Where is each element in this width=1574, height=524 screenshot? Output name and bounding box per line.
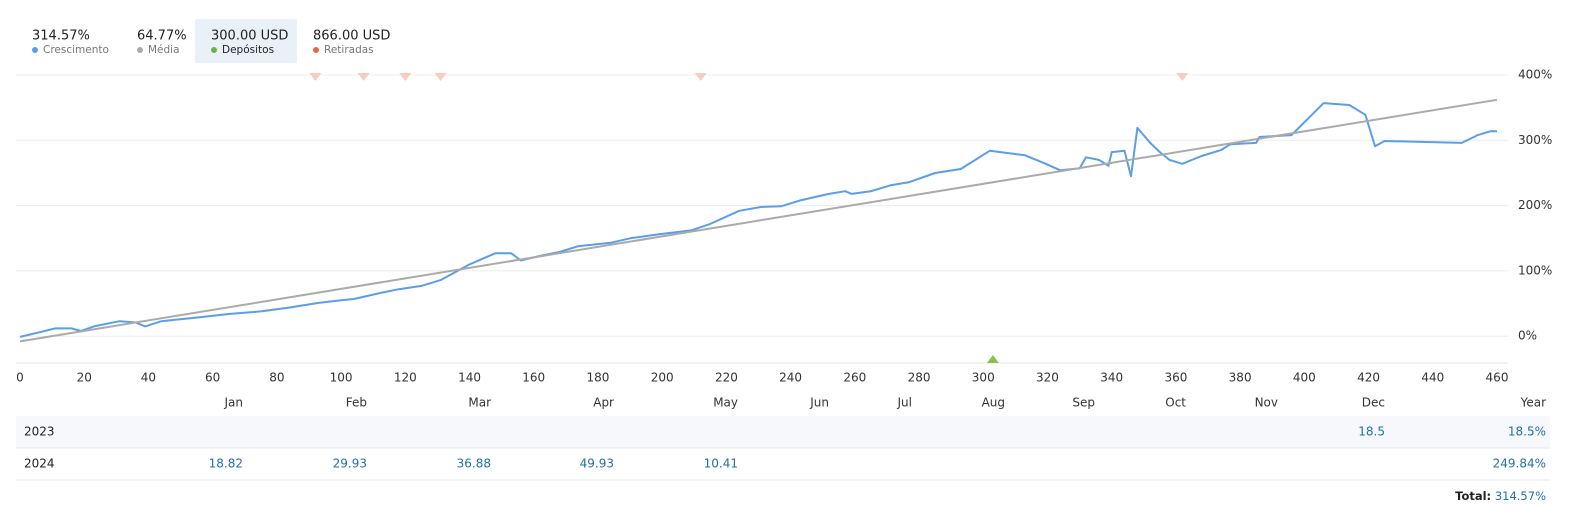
legend-name: Depósitos (222, 44, 274, 56)
y-tick-label: 100% (1518, 263, 1552, 277)
column-header: Aug (982, 396, 1005, 410)
withdrawal-marker (357, 73, 370, 81)
x-tick-label: 200 (651, 371, 674, 385)
column-header: Jul (897, 396, 912, 410)
x-tick-label: 300 (972, 371, 995, 385)
x-tick-label: 320 (1036, 371, 1059, 385)
x-tick-label: 280 (908, 371, 931, 385)
legend-name: Retiradas (324, 44, 374, 56)
cell-value: 249.84% (1493, 457, 1546, 471)
column-header: May (713, 396, 738, 410)
column-header: Jan (224, 396, 244, 410)
x-tick-label: 460 (1486, 371, 1509, 385)
column-header: Oct (1165, 396, 1186, 410)
legend-dot (137, 47, 143, 53)
legend-value: 300.00 USD (211, 29, 288, 44)
y-tick-label: 200% (1518, 198, 1552, 212)
legend-dot (211, 47, 217, 53)
legend-value: 64.77% (137, 29, 187, 44)
cell-value: 18.5 (1358, 425, 1385, 439)
row-label: 2024 (24, 457, 55, 471)
x-tick-label: 360 (1164, 371, 1187, 385)
legend-highlight (195, 19, 297, 63)
column-header: Nov (1255, 396, 1278, 410)
y-tick-label: 0% (1518, 329, 1537, 343)
cell-value: 18.82 (209, 457, 243, 471)
withdrawal-marker (1176, 73, 1189, 81)
y-tick-label: 400% (1518, 68, 1552, 82)
legend-dot (313, 47, 319, 53)
row-label: 2023 (24, 425, 55, 439)
column-header: Mar (468, 396, 491, 410)
column-header: Sep (1072, 396, 1095, 410)
line-series (19, 98, 1498, 343)
column-header: Dec (1362, 396, 1385, 410)
x-tick-label: 80 (269, 371, 284, 385)
withdrawal-marker (434, 73, 447, 81)
x-tick-label: 420 (1357, 371, 1380, 385)
x-tick-label: 20 (77, 371, 92, 385)
column-header: Year (1520, 396, 1546, 410)
x-tick-label: 440 (1421, 371, 1444, 385)
x-tick-label: 340 (1100, 371, 1123, 385)
x-tick-label: 260 (843, 371, 866, 385)
line-series (19, 102, 1497, 338)
x-tick-label: 0 (16, 371, 24, 385)
x-tick-label: 160 (522, 371, 545, 385)
deposit-marker (986, 355, 999, 363)
x-tick-label: 220 (715, 371, 738, 385)
cell-value: 49.93 (580, 457, 614, 471)
total-label: Total: (1455, 489, 1491, 503)
total: Total: 314.57% (1455, 489, 1546, 503)
cell-value: 29.93 (333, 457, 367, 471)
legend-dot (32, 47, 38, 53)
x-tick-label: 40 (141, 371, 156, 385)
column-header: Feb (346, 396, 367, 410)
legend-name: Crescimento (43, 44, 109, 56)
cell-value: 18.5% (1508, 425, 1546, 439)
x-tick-label: 120 (394, 371, 417, 385)
x-tick-label: 140 (458, 371, 481, 385)
legend-value: 866.00 USD (313, 29, 390, 44)
cell-value: 36.88 (457, 457, 491, 471)
x-tick-label: 240 (779, 371, 802, 385)
withdrawal-marker (694, 73, 707, 81)
withdrawal-marker (309, 73, 322, 81)
x-tick-label: 60 (205, 371, 220, 385)
x-tick-label: 180 (587, 371, 610, 385)
legend-name: Média (148, 44, 180, 56)
column-header: Jun (809, 396, 829, 410)
row-background (16, 416, 1550, 448)
x-tick-label: 380 (1229, 371, 1252, 385)
legend-value: 314.57% (32, 29, 90, 44)
total-value: 314.57% (1495, 489, 1546, 503)
x-tick-label: 400 (1293, 371, 1316, 385)
y-tick-label: 300% (1518, 133, 1552, 147)
withdrawal-marker (399, 73, 412, 81)
cell-value: 10.41 (704, 457, 738, 471)
x-tick-label: 100 (330, 371, 353, 385)
column-header: Apr (593, 396, 614, 410)
